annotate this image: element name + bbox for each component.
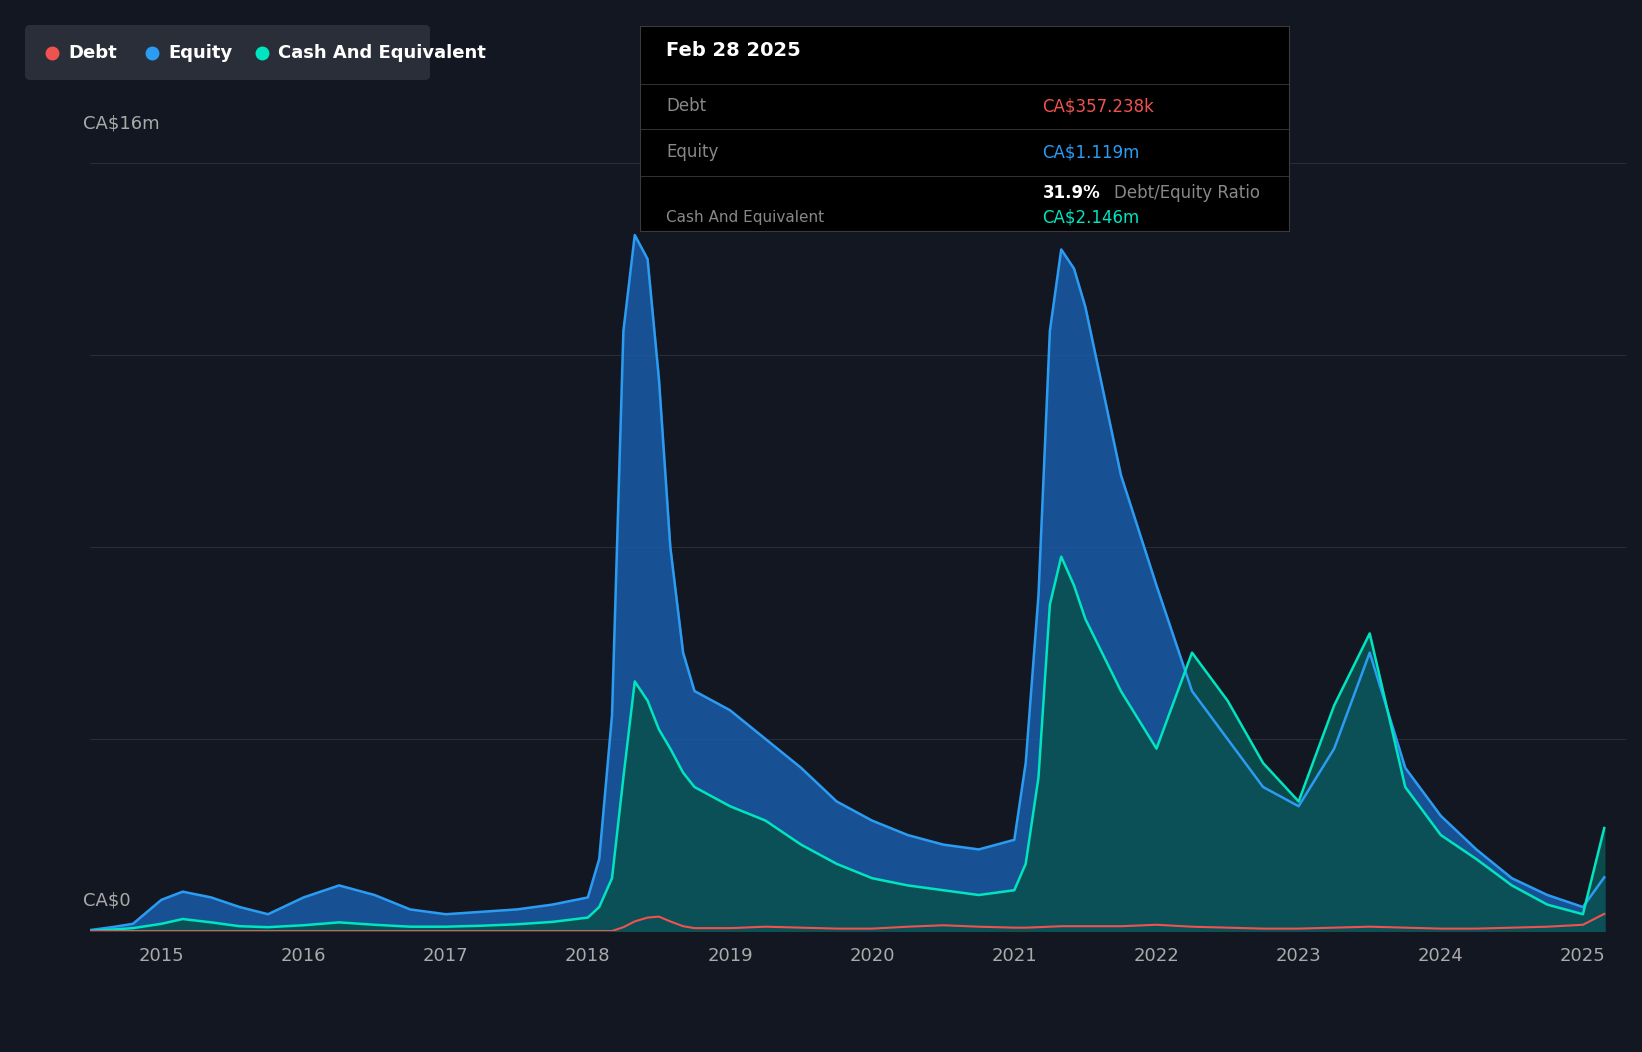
Text: CA$1.119m: CA$1.119m <box>1043 143 1140 161</box>
Text: CA$2.146m: CA$2.146m <box>1043 208 1140 226</box>
Text: 31.9%: 31.9% <box>1043 184 1100 202</box>
FancyBboxPatch shape <box>25 25 149 80</box>
Text: Feb 28 2025: Feb 28 2025 <box>667 41 801 60</box>
FancyBboxPatch shape <box>235 25 430 80</box>
Text: Debt/Equity Ratio: Debt/Equity Ratio <box>1113 184 1259 202</box>
Text: Equity: Equity <box>167 43 232 61</box>
Text: CA$16m: CA$16m <box>82 115 159 133</box>
Text: Cash And Equivalent: Cash And Equivalent <box>667 209 824 224</box>
FancyBboxPatch shape <box>125 25 250 80</box>
Text: Debt: Debt <box>667 97 706 116</box>
Text: Debt: Debt <box>67 43 117 61</box>
Text: Equity: Equity <box>667 143 719 161</box>
Text: CA$0: CA$0 <box>82 891 130 909</box>
Text: CA$357.238k: CA$357.238k <box>1043 97 1154 116</box>
Text: Cash And Equivalent: Cash And Equivalent <box>277 43 486 61</box>
